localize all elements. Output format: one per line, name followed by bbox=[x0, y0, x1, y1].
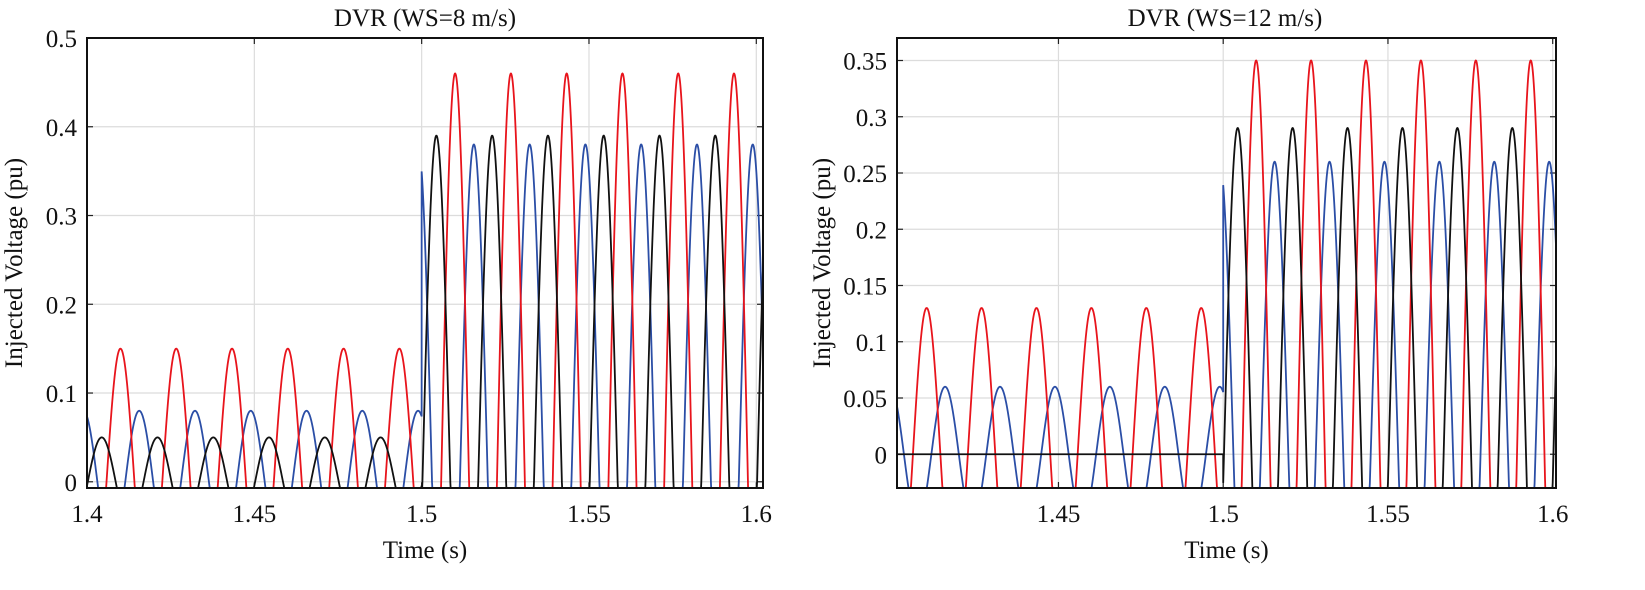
subplot-1: 1.4 1.45 1.5 1.55 1.6 0 0.1 0.2 0.3 0.4 0.5 DVR (WS… bbox=[1, 5, 772, 564]
y-axis-label: Injected Voltage (pu) bbox=[1, 158, 28, 368]
axes-frame bbox=[86, 37, 764, 489]
chart-title: DVR (WS=8 m/s) bbox=[334, 5, 516, 32]
x-tick-label: 1.6 bbox=[1537, 501, 1568, 528]
series-line-phase-c bbox=[86, 134, 764, 489]
series-line-phase-a bbox=[897, 59, 1556, 489]
y-tick-label: 0.1 bbox=[856, 330, 887, 357]
y-tick-label: 0.05 bbox=[843, 386, 887, 413]
axes-frame bbox=[896, 37, 1557, 489]
y-tick-label: 0.2 bbox=[46, 292, 77, 319]
series-group bbox=[86, 72, 764, 489]
y-tick-label: 0.1 bbox=[46, 381, 77, 408]
x-axis-label: Time (s) bbox=[1184, 537, 1269, 564]
x-tick-label: 1.45 bbox=[1037, 501, 1081, 528]
y-tick-label: 0.5 bbox=[46, 26, 77, 53]
series-line-phase-c bbox=[897, 127, 1557, 489]
x-tick-label: 1.6 bbox=[741, 501, 772, 528]
x-tick-label: 1.55 bbox=[567, 501, 611, 528]
x-tick-label: 1.5 bbox=[406, 501, 437, 528]
x-tick-label: 1.55 bbox=[1366, 501, 1410, 528]
series-group bbox=[896, 59, 1557, 489]
y-tick-label: 0 bbox=[65, 470, 78, 497]
y-tick-label: 0.2 bbox=[856, 217, 887, 244]
y-tick-label: 0.4 bbox=[46, 115, 78, 142]
subplot-2: 1.45 1.5 1.55 1.6 0 0.05 0.1 0.15 0.2 0.25 0.3 0.35… bbox=[809, 5, 1568, 564]
y-tick-label: 0.35 bbox=[843, 49, 887, 76]
series-line-phase-b bbox=[896, 160, 1557, 489]
x-axis-label: Time (s) bbox=[383, 537, 468, 564]
y-axis-label: Injected Voltage (pu) bbox=[809, 158, 836, 368]
y-tick-label: 0 bbox=[875, 442, 888, 469]
y-tick-label: 0.3 bbox=[856, 105, 887, 132]
x-tick-label: 1.5 bbox=[1208, 501, 1239, 528]
x-tick-label: 1.45 bbox=[232, 501, 276, 528]
y-tick-label: 0.15 bbox=[843, 274, 887, 301]
y-tick-label: 0.3 bbox=[46, 204, 77, 231]
chart-title: DVR (WS=12 m/s) bbox=[1128, 5, 1323, 32]
y-tick-label: 0.25 bbox=[843, 161, 887, 188]
x-tick-label: 1.4 bbox=[71, 501, 103, 528]
series-line-phase-b bbox=[86, 143, 764, 489]
